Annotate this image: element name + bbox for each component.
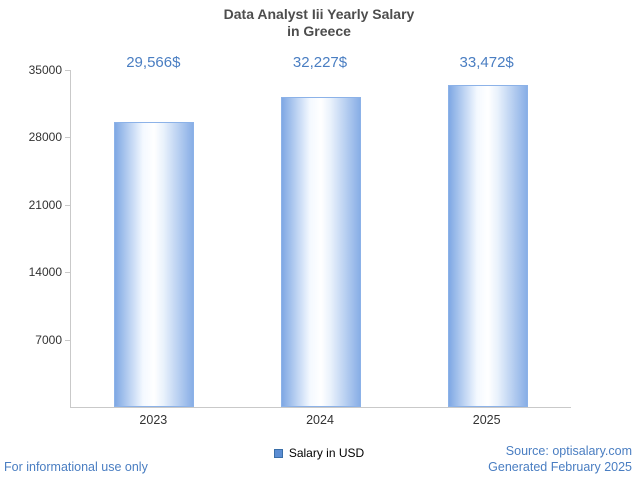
x-axis-label: 2025 — [472, 413, 501, 427]
y-tick-mark — [65, 339, 70, 341]
chart-title-line2: in Greece — [287, 23, 351, 39]
chart-title: Data Analyst Iii Yearly Salary in Greece — [0, 6, 638, 40]
chart-title-line1: Data Analyst Iii Yearly Salary — [223, 6, 415, 22]
x-axis-label: 2024 — [306, 413, 334, 427]
generated-text: Generated February 2025 — [488, 460, 632, 474]
y-tick-label: 14000 — [28, 265, 62, 280]
source-block: Source: optisalary.com Generated Februar… — [488, 443, 632, 475]
x-axis-labels: 2023 2024 2025 — [70, 413, 570, 429]
legend: Salary in USD — [0, 446, 638, 460]
legend-swatch-icon — [273, 448, 283, 458]
y-tick-mark — [65, 70, 70, 71]
value-labels: 29,566$ 32,227$ 33,472$ — [70, 54, 570, 74]
x-axis-label: 2023 — [139, 413, 168, 427]
y-axis-labels: 7000 14000 21000 28000 35000 — [0, 63, 62, 407]
legend-label: Salary in USD — [288, 446, 365, 460]
y-tick-mark — [65, 137, 70, 139]
bar-value-label: 33,472$ — [459, 54, 514, 71]
bar-value-label: 29,566$ — [126, 54, 181, 71]
source-text: Source: optisalary.com — [505, 444, 632, 458]
disclaimer-text: For informational use only — [4, 460, 148, 474]
y-tick-label: 7000 — [35, 332, 62, 347]
bar-2023 — [114, 122, 195, 407]
y-axis-ticks — [65, 70, 70, 407]
y-tick-mark — [65, 272, 70, 274]
bar-2025 — [447, 85, 528, 407]
y-tick-label: 35000 — [28, 63, 62, 77]
bar-2024 — [281, 97, 361, 407]
y-tick-label: 21000 — [28, 197, 62, 212]
y-tick-mark — [65, 204, 70, 206]
y-tick-label: 28000 — [28, 130, 62, 145]
plot-area — [70, 70, 571, 408]
bar-value-label: 32,227$ — [292, 54, 348, 71]
